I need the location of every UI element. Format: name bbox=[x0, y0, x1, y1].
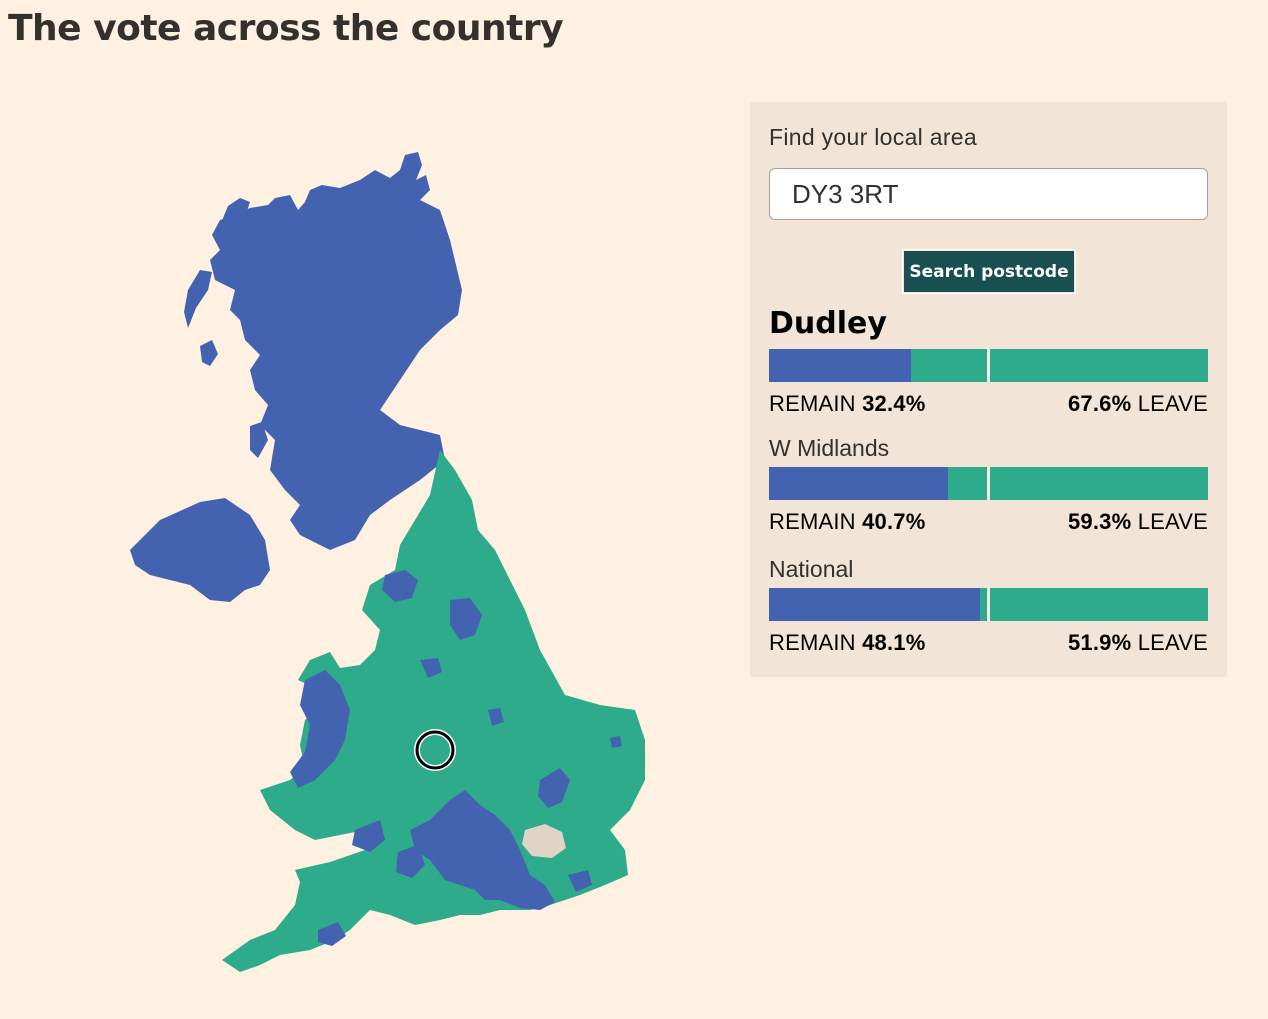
map-region-no-data[interactable] bbox=[522, 824, 566, 858]
find-local-area-label: Find your local area bbox=[769, 124, 977, 150]
fifty-percent-line bbox=[987, 349, 990, 382]
leave-figure: 59.3% LEAVE bbox=[1068, 509, 1208, 535]
search-postcode-button[interactable]: Search postcode bbox=[903, 250, 1075, 293]
map-region-brighton-remain[interactable] bbox=[568, 870, 592, 892]
map-region-south-remain[interactable] bbox=[410, 790, 555, 910]
map-region-wales-remain[interactable] bbox=[290, 670, 350, 788]
map-region-manchester-remain[interactable] bbox=[420, 658, 442, 678]
postcode-input[interactable] bbox=[769, 168, 1208, 220]
remain-pct: 48.1% bbox=[862, 630, 926, 655]
leave-label: LEAVE bbox=[1137, 391, 1208, 416]
result-figures: REMAIN 32.4% 67.6% LEAVE bbox=[769, 391, 1208, 417]
result-area-name: National bbox=[769, 556, 854, 582]
map-region-cardiff[interactable] bbox=[352, 820, 385, 852]
local-area-panel: Find your local area Search postcode Dud… bbox=[750, 102, 1227, 677]
result-local: Dudley REMAIN 32.4% 67.6% LEAVE bbox=[769, 302, 1208, 417]
map-region-bristol-remain[interactable] bbox=[396, 845, 425, 878]
remain-figure: REMAIN 48.1% bbox=[769, 630, 925, 656]
leave-figure: 51.9% LEAVE bbox=[1068, 630, 1208, 656]
remain-bar-segment bbox=[769, 588, 981, 621]
remain-bar-segment bbox=[769, 349, 912, 382]
leave-label: LEAVE bbox=[1137, 630, 1208, 655]
leave-figure: 67.6% LEAVE bbox=[1068, 391, 1208, 417]
page-title: The vote across the country bbox=[8, 8, 564, 49]
remain-figure: REMAIN 40.7% bbox=[769, 509, 925, 535]
map-region-cambridge-remain[interactable] bbox=[538, 768, 570, 808]
result-national: National REMAIN 48.1% 51.9% LEAVE bbox=[769, 553, 1208, 656]
result-figures: REMAIN 48.1% 51.9% LEAVE bbox=[769, 630, 1208, 656]
fifty-percent-line bbox=[987, 588, 990, 621]
result-area-name: W Midlands bbox=[769, 435, 890, 461]
map-region-scottish-islands[interactable] bbox=[184, 198, 268, 458]
result-region: W Midlands REMAIN 40.7% 59.3% LEAVE bbox=[769, 432, 1208, 535]
uk-map-svg[interactable] bbox=[100, 140, 680, 980]
remain-pct: 32.4% bbox=[862, 391, 926, 416]
map-region-lancashire-remain[interactable] bbox=[382, 570, 418, 602]
result-figures: REMAIN 40.7% 59.3% LEAVE bbox=[769, 509, 1208, 535]
result-bar bbox=[769, 349, 1208, 382]
result-bar bbox=[769, 467, 1208, 500]
leave-pct: 67.6% bbox=[1067, 391, 1132, 416]
uk-referendum-map[interactable] bbox=[100, 140, 680, 980]
fifty-percent-line bbox=[987, 467, 990, 500]
remain-label: REMAIN bbox=[769, 391, 856, 416]
map-region-nottingham-remain[interactable] bbox=[488, 708, 504, 726]
remain-label: REMAIN bbox=[769, 509, 856, 534]
map-region-leeds-remain[interactable] bbox=[450, 598, 482, 640]
result-area-name: Dudley bbox=[769, 306, 887, 341]
map-region-england-wales[interactable] bbox=[222, 450, 645, 972]
leave-label: LEAVE bbox=[1137, 509, 1208, 534]
leave-pct: 59.3% bbox=[1067, 509, 1132, 534]
remain-label: REMAIN bbox=[769, 630, 856, 655]
map-region-norwich-remain[interactable] bbox=[610, 736, 622, 748]
location-ring-icon[interactable] bbox=[414, 729, 456, 771]
remain-bar-segment bbox=[769, 467, 948, 500]
map-region-scotland[interactable] bbox=[210, 152, 462, 550]
leave-pct: 51.9% bbox=[1067, 630, 1132, 655]
map-region-northern-ireland[interactable] bbox=[130, 498, 270, 602]
remain-figure: REMAIN 32.4% bbox=[769, 391, 925, 417]
remain-pct: 40.7% bbox=[862, 509, 926, 534]
map-region-exeter-remain[interactable] bbox=[318, 922, 346, 946]
result-bar bbox=[769, 588, 1208, 621]
